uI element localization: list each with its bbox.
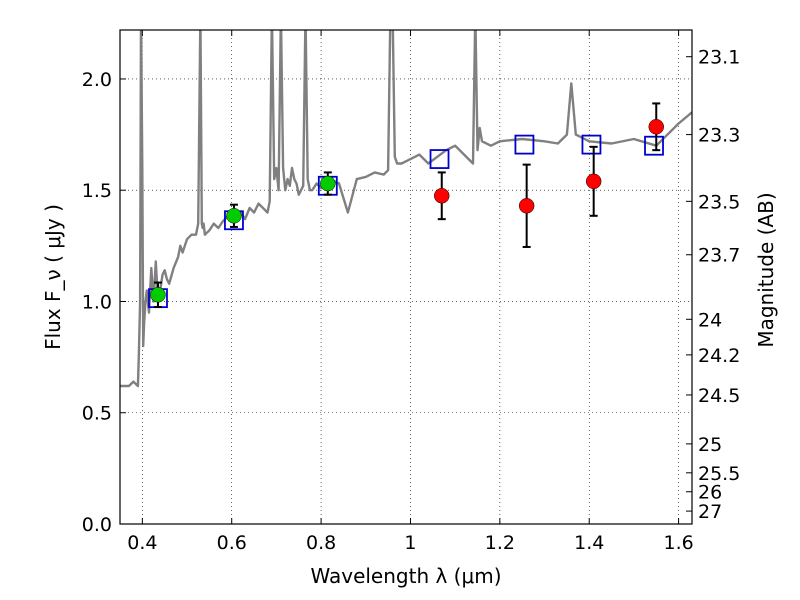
model-photometry-square	[429, 149, 450, 169]
model-photometry-square	[514, 134, 535, 155]
photometry-point	[434, 188, 450, 204]
y-axis-label: Flux F_ν ( μJy )	[41, 204, 65, 350]
photometry-point	[150, 287, 166, 303]
photometry-point	[585, 173, 602, 190]
magnitude-tick-label: 25	[698, 434, 722, 456]
model-sed-path	[120, 30, 692, 388]
model-photometry-square	[644, 135, 664, 156]
y-axis-ticks: 0.0 0.5 1.0 1.5 2.0	[82, 69, 126, 536]
magnitude-tick-label: 25.5	[698, 463, 740, 485]
x-tick-label: 1	[404, 532, 416, 554]
x-axis-ticks: 0.4 0.6 0.8 1 1.2 1.4 1.6	[127, 30, 694, 554]
x-tick-label: 1.6	[663, 532, 693, 554]
error-bars	[153, 102, 661, 309]
photometry-point	[518, 198, 535, 214]
magnitude-tick-label: 24.2	[698, 345, 740, 367]
y-tick-label: 2.0	[82, 69, 112, 91]
photometry-point	[320, 175, 336, 192]
right-axis-label: Magnitude (AB)	[754, 192, 778, 347]
grid-lines	[120, 30, 692, 525]
model-photometry-square	[581, 134, 602, 155]
magnitude-tick-label: 27	[698, 501, 722, 523]
x-tick-label: 0.4	[127, 532, 157, 554]
x-tick-label: 1.4	[574, 532, 604, 554]
photometry-point	[648, 119, 664, 135]
x-tick-label: 1.2	[485, 532, 515, 554]
y-tick-label: 1.0	[82, 291, 112, 313]
y-tick-label: 1.5	[82, 180, 112, 202]
magnitude-tick-label: 23.1	[698, 47, 740, 69]
magnitude-tick-label: 24	[698, 309, 722, 331]
y-tick-label: 0.5	[82, 403, 112, 425]
photometry-point	[226, 208, 242, 224]
magnitude-tick-label: 26	[698, 482, 722, 504]
x-tick-label: 0.6	[217, 532, 247, 554]
x-tick-label: 0.8	[306, 532, 336, 554]
magnitude-tick-label: 23.3	[698, 125, 740, 147]
magnitude-tick-label: 24.5	[698, 385, 740, 407]
x-axis-label: Wavelength λ (μm)	[310, 564, 501, 588]
magnitude-tick-label: 23.5	[698, 191, 740, 213]
observed-photometry-points	[150, 119, 664, 303]
plot-frame	[119, 29, 693, 525]
y-tick-label: 0.0	[82, 514, 112, 536]
model-sed-line	[120, 30, 692, 388]
magnitude-tick-label: 23.7	[698, 245, 740, 267]
